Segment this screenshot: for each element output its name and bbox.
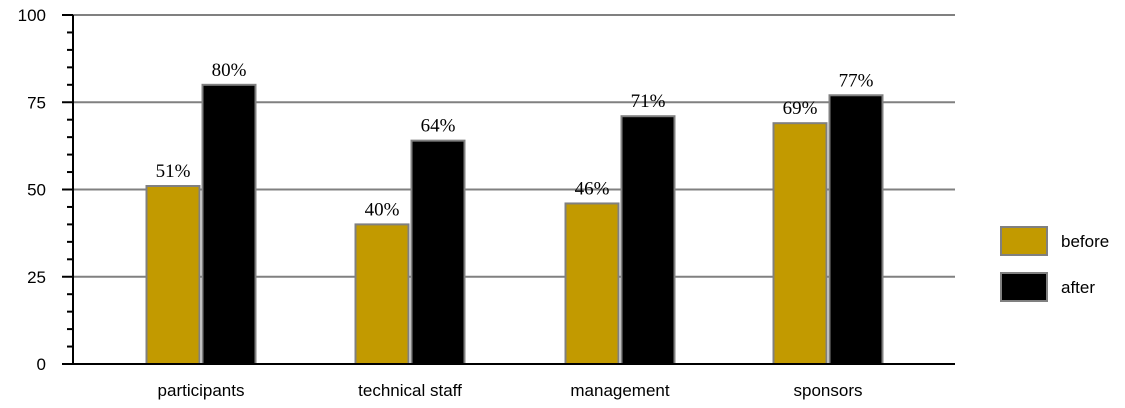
x-tick-label-sponsors: sponsors bbox=[794, 381, 863, 400]
bar-before-sponsors bbox=[772, 122, 828, 365]
legend-swatch-before bbox=[1000, 226, 1048, 256]
data-label-before-technical-staff: 40% bbox=[365, 199, 400, 220]
x-tick-label-participants: participants bbox=[158, 381, 245, 400]
y-tick-label-50: 50 bbox=[27, 181, 46, 200]
data-label-before-participants: 51% bbox=[156, 161, 191, 182]
data-label-after-sponsors: 77% bbox=[839, 70, 874, 91]
legend-swatch-after bbox=[1000, 272, 1048, 302]
legend-label-before: before bbox=[1061, 232, 1109, 251]
data-label-before-management: 46% bbox=[575, 178, 610, 199]
y-tick-label-25: 25 bbox=[27, 268, 46, 287]
bar-after-participants bbox=[201, 83, 257, 366]
x-tick-label-management: management bbox=[570, 381, 670, 400]
bar-after-management bbox=[620, 115, 676, 365]
data-label-before-sponsors: 69% bbox=[783, 98, 818, 119]
bar-after-technical-staff bbox=[410, 139, 466, 365]
bar-before-management bbox=[564, 202, 620, 365]
bars-layer bbox=[145, 83, 884, 366]
data-label-after-management: 71% bbox=[631, 91, 666, 112]
y-tick-label-100: 100 bbox=[18, 6, 46, 25]
labels-layer: 51% 80% participants 40% 64% technical staff 4… bbox=[156, 60, 874, 400]
legend: before after bbox=[1000, 226, 1109, 302]
axis-layer: 0 25 50 75 100 bbox=[18, 6, 955, 374]
y-tick-label-75: 75 bbox=[27, 93, 46, 112]
legend-label-after: after bbox=[1061, 278, 1095, 297]
bar-before-technical-staff bbox=[354, 223, 410, 365]
y-tick-label-0: 0 bbox=[37, 355, 46, 374]
x-tick-label-technical-staff: technical staff bbox=[358, 381, 462, 400]
bar-after-sponsors bbox=[828, 94, 884, 366]
data-label-after-participants: 80% bbox=[212, 60, 247, 81]
data-label-after-technical-staff: 64% bbox=[421, 116, 456, 137]
bar-before-participants bbox=[145, 185, 201, 365]
